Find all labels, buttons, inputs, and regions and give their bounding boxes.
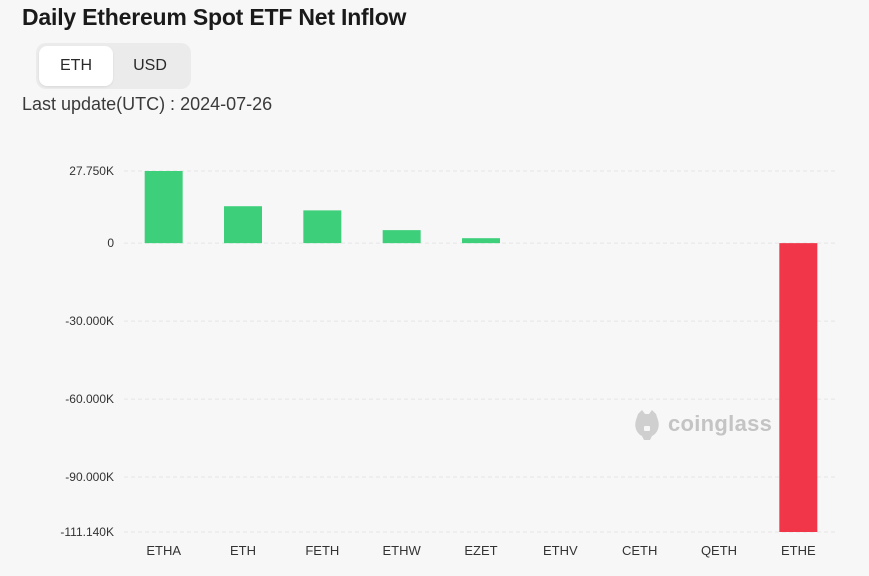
x-tick-label: CETH — [622, 543, 657, 558]
watermark-text: coinglass — [668, 411, 773, 436]
net-inflow-bar-chart: 27.750K 0 -30.000K -60.000K -90.000K -111.140… — [60, 164, 838, 558]
last-update-text: Last update(UTC) : 2024-07-26 — [22, 94, 273, 114]
eth-toggle-button[interactable]: ETH — [39, 46, 113, 86]
bar-ethe — [779, 243, 818, 532]
y-tick-label: -90.000K — [65, 470, 114, 484]
y-tick-label: -60.000K — [65, 392, 114, 406]
x-tick-label: ETHA — [146, 543, 181, 558]
x-tick-label: ETHW — [383, 543, 422, 558]
y-tick-label: -30.000K — [65, 314, 114, 328]
x-tick-label: ETH — [230, 543, 256, 558]
bar-eth — [224, 206, 262, 244]
page-title: Daily Ethereum Spot ETF Net Inflow — [22, 4, 407, 30]
coinglass-watermark: coinglass — [632, 408, 772, 440]
x-tick-label: FETH — [305, 543, 339, 558]
x-tick-label: ETHV — [543, 543, 578, 558]
x-tick-label: EZET — [464, 543, 497, 558]
x-tick-label: QETH — [701, 543, 737, 558]
y-tick-label: 27.750K — [69, 164, 114, 178]
usd-toggle-button[interactable]: USD — [133, 57, 167, 74]
y-tick-label: -111.140K — [60, 525, 114, 539]
coinglass-logo-icon — [635, 410, 659, 440]
unit-toggle: ETH USD — [36, 43, 191, 89]
bar-feth — [303, 210, 342, 244]
bar-ezet — [462, 238, 500, 244]
y-tick-label: 0 — [107, 236, 114, 250]
bar-ethw — [382, 230, 421, 244]
bar-etha — [144, 171, 183, 244]
x-tick-label: ETHE — [781, 543, 816, 558]
